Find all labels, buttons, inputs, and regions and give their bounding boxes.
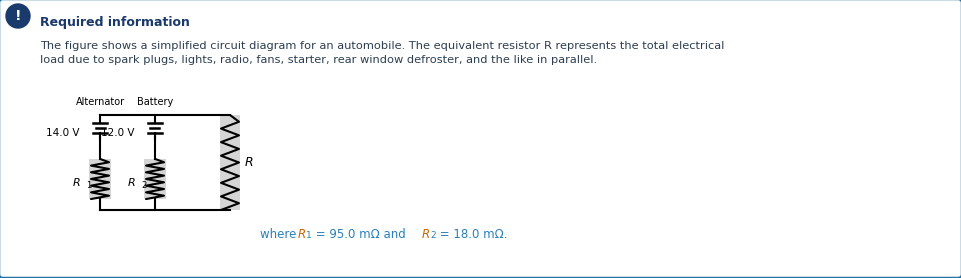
Text: 14.0 V: 14.0 V	[46, 128, 80, 138]
Text: Alternator: Alternator	[75, 97, 124, 107]
Text: 1: 1	[86, 181, 91, 190]
Text: R: R	[72, 177, 80, 187]
Bar	[144, 159, 166, 199]
Text: R: R	[127, 177, 135, 187]
Bar	[220, 115, 239, 210]
Text: = 95.0 mΩ and: = 95.0 mΩ and	[311, 228, 409, 241]
Text: !: !	[14, 9, 21, 23]
Circle shape	[6, 4, 30, 28]
Bar	[89, 159, 111, 199]
Text: The figure shows a simplified circuit diagram for an automobile. The equivalent : The figure shows a simplified circuit di…	[40, 41, 724, 51]
Text: load due to spark plugs, lights, radio, fans, starter, rear window defroster, an: load due to spark plugs, lights, radio, …	[40, 55, 597, 65]
Text: R: R	[245, 156, 254, 169]
Text: 1: 1	[306, 231, 311, 240]
Text: 12.0 V: 12.0 V	[102, 128, 135, 138]
Text: 2: 2	[430, 231, 435, 240]
Text: Required information: Required information	[40, 16, 189, 29]
Text: = 18.0 mΩ.: = 18.0 mΩ.	[435, 228, 507, 241]
Text: R: R	[298, 228, 306, 241]
Text: R: R	[422, 228, 430, 241]
Text: Battery: Battery	[136, 97, 173, 107]
Text: where: where	[259, 228, 300, 241]
Text: 2: 2	[141, 181, 146, 190]
